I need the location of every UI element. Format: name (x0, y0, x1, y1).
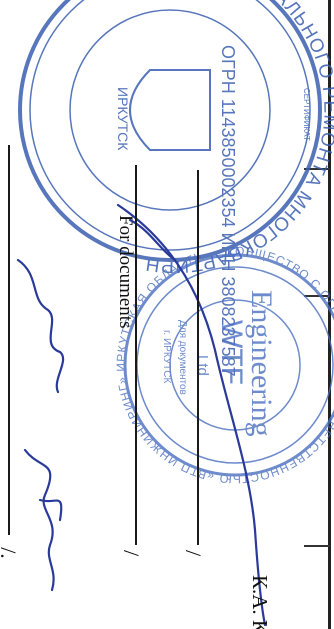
fund-seal-stamp: ФОНД КАПИТАЛЬНОГО РЕМОНТА МНОГОКВАРТИРНЫ… (18, 0, 334, 377)
company-seal-city: г. ИРКУТСК (161, 330, 172, 383)
table-border (328, 0, 331, 629)
table-row-divider (304, 545, 330, 547)
table-row-divider (304, 295, 330, 297)
signature-slash: /. (0, 547, 21, 559)
company-seal-name-mid: Engineering (245, 290, 278, 437)
signature-slash: / (119, 549, 145, 557)
table-row-divider (304, 168, 330, 170)
handwritten-signature-graphic (16, 203, 267, 627)
fund-seal-top-band: СЕРТИФИКАТ (302, 88, 311, 141)
signature-slash: / (181, 549, 207, 557)
signer-name: К.А. К (248, 575, 272, 629)
signature-line (135, 165, 137, 545)
fund-seal-city: ИРКУТСК (115, 87, 131, 151)
fund-seal-ogrn: ОГРН 1143850002354 ИНН 3808237587 (218, 45, 238, 377)
signature-line (8, 145, 10, 535)
signature-line (197, 170, 199, 545)
company-seal-for-docs: Для документов (177, 320, 188, 395)
for-documents-text: For documents (115, 215, 136, 328)
